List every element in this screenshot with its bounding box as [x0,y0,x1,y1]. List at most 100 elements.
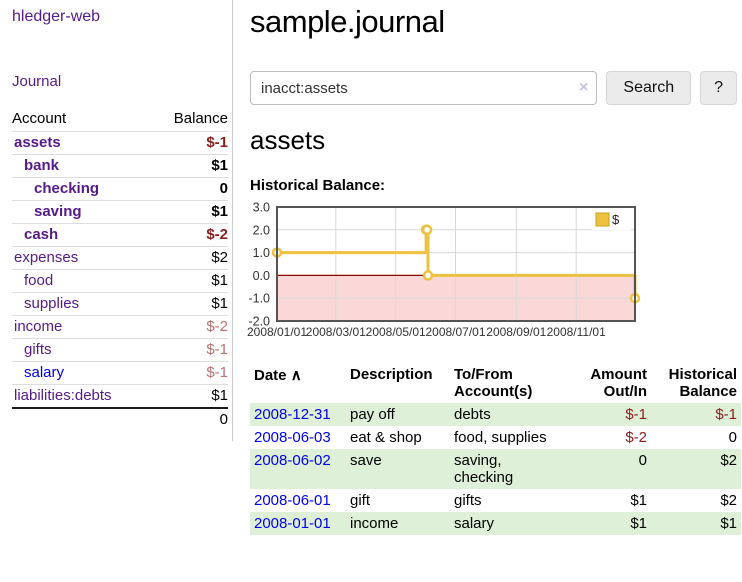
account-balance: $1 [151,292,228,316]
register-row: 2008-06-01 gift gifts $1 $2 [250,489,741,512]
account-row-expenses: expenses $2 [12,246,228,270]
search-form: × Search ? [250,71,737,105]
transaction-date-link[interactable]: 2008-06-03 [254,429,331,446]
account-link[interactable]: gifts [24,341,52,358]
date-header-label: Date [254,367,287,384]
transaction-date-link[interactable]: 2008-12-31 [254,406,331,423]
transaction-amount: $-2 [625,429,647,446]
sort-asc-icon: ∧ [290,367,302,384]
transaction-description: save [350,452,382,469]
account-balance: $-1 [206,134,228,151]
account-balance: $1 [151,384,228,408]
transaction-balance: $2 [720,492,737,509]
register-header-amount: Amount Out/In [590,366,647,400]
account-row-bank: bank $1 [12,154,228,178]
register-header-accounts: To/From Account(s) [454,366,533,400]
svg-text:0.0: 0.0 [253,269,270,283]
transaction-accounts: salary [454,515,495,532]
help-button[interactable]: ? [700,71,737,105]
transaction-description: eat & shop [350,429,422,446]
account-balance: $-2 [151,315,228,339]
transaction-balance: $2 [720,452,737,469]
account-balance: $-1 [151,361,228,385]
svg-text:3.0: 3.0 [253,201,270,215]
account-link[interactable]: checking [34,180,100,197]
account-balance: $1 [151,269,228,293]
transaction-amount: 0 [638,452,647,469]
clear-search-icon[interactable]: × [579,79,589,96]
accounts-table: Account Balance assets $-1 bank $1 check… [12,107,228,431]
account-balance: $2 [151,246,228,270]
register-header-row: Date ∧ Description To/From Account(s) Am… [250,364,741,403]
account-balance: $-1 [151,338,228,362]
svg-text:2008/07/01: 2008/07/01 [425,325,485,339]
app-title-link[interactable]: hledger-web [12,8,101,25]
svg-text:2008/05/01: 2008/05/01 [366,325,426,339]
account-link[interactable]: expenses [14,249,79,266]
account-link[interactable]: bank [24,157,60,174]
transaction-accounts: saving, checking [454,452,514,486]
account-row-food: food $1 [12,269,228,293]
account-row-assets: assets $-1 [12,132,228,155]
transaction-balance: 0 [728,429,737,446]
accounts-total-row: 0 [12,407,228,431]
transaction-description: gift [350,492,371,509]
register-header-date[interactable]: Date ∧ [250,364,346,403]
account-link[interactable]: assets [14,134,61,151]
transaction-description: income [350,515,399,532]
historical-balance-chart[interactable]: $3.0 2.0 1.0 0.0 -1.0 -2.0 2008/01/01 2008/03/0… [247,201,650,343]
transaction-accounts: gifts [454,492,482,509]
account-balance: $1 [151,200,228,224]
svg-text:-2.0: -2.0 [248,315,270,329]
register-row: 2008-12-31 pay off debts $-1 $-1 [250,403,741,426]
transaction-balance: $1 [720,515,737,532]
transaction-amount: $1 [630,515,647,532]
accounts-total-balance: 0 [151,407,228,431]
account-row-liabilities-debts: liabilities:debts $1 [12,384,228,408]
account-balance: 0 [151,177,228,201]
register-table: Date ∧ Description To/From Account(s) Am… [250,364,741,535]
svg-text:2.0: 2.0 [253,223,270,237]
register-row: 2008-01-01 income salary $1 $1 [250,512,741,535]
main-content: sample.journal × Search ? assets Histori… [233,0,742,535]
account-row-saving: saving $1 [12,200,228,224]
transaction-accounts: debts [454,406,491,423]
account-row-cash: cash $-2 [12,223,228,247]
transaction-balance: $-1 [715,406,737,423]
svg-text:1.0: 1.0 [253,246,270,260]
account-link[interactable]: food [24,272,54,289]
register-row: 2008-06-03 eat & shop food, supplies $-2… [250,426,741,449]
account-link[interactable]: cash [24,226,59,243]
journal-link[interactable]: Journal [12,73,62,90]
register-row: 2008-06-02 save saving, checking 0 $2 [250,449,741,489]
account-link[interactable]: income [14,318,63,335]
account-link[interactable]: salary [24,364,65,381]
search-input[interactable] [250,71,598,105]
transaction-date-link[interactable]: 2008-01-01 [254,515,331,532]
transaction-date-link[interactable]: 2008-06-01 [254,492,331,509]
accounts-header-row: Account Balance [12,107,228,132]
account-heading: assets [250,125,326,155]
transaction-description: pay off [350,406,395,423]
search-button[interactable]: Search [606,71,692,105]
chart-title: Historical Balance: [250,177,386,194]
svg-text:2008/01/01: 2008/01/01 [247,325,307,339]
accounts-header-balance: Balance [151,107,228,132]
transaction-amount: $-1 [625,406,647,423]
account-link[interactable]: supplies [24,295,80,312]
account-row-checking: checking 0 [12,177,228,201]
svg-text:-1.0: -1.0 [248,292,270,306]
svg-text:$: $ [612,212,620,227]
account-balance: $-2 [151,223,228,247]
svg-text:2008/03/01: 2008/03/01 [306,325,366,339]
account-link[interactable]: liabilities:debts [14,387,112,404]
accounts-header-account: Account [12,107,152,132]
transaction-date-link[interactable]: 2008-06-02 [254,452,331,469]
svg-text:2008/09/01: 2008/09/01 [486,325,546,339]
register-header-description: Description [350,366,433,383]
transaction-amount: $1 [630,492,647,509]
account-row-income: income $-2 [12,315,228,339]
account-row-gifts: gifts $-1 [12,338,228,362]
sidebar: hledger-web Journal Account Balance asse… [0,0,233,441]
account-link[interactable]: saving [34,203,82,220]
